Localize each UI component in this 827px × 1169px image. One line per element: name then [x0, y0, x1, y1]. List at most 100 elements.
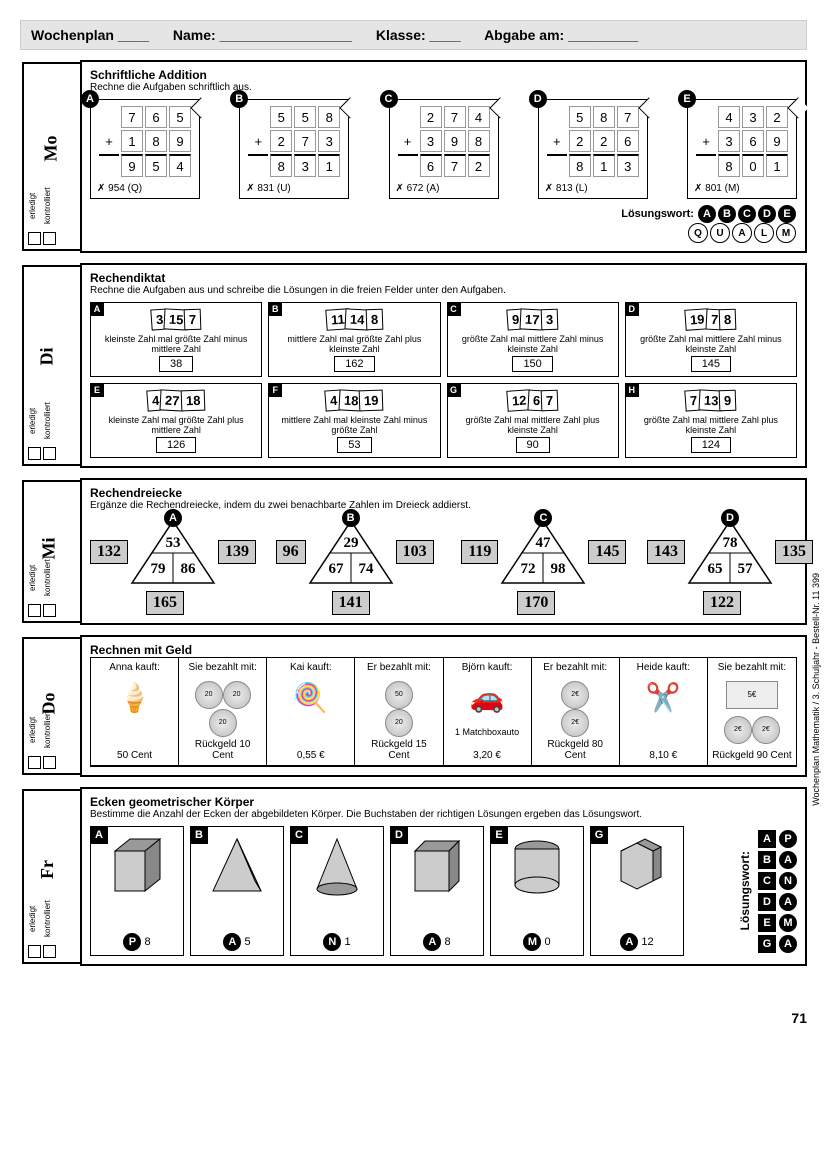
shape-answer: A 5: [191, 933, 283, 951]
svg-text:29: 29: [343, 535, 358, 551]
triangle-icon: 29 67 74: [306, 517, 396, 587]
hdr-wochenplan[interactable]: Wochenplan ____: [31, 27, 149, 43]
page-header: Wochenplan ____ Name: _________________ …: [20, 20, 807, 50]
check-box[interactable]: [43, 756, 56, 769]
answer-badge: P: [123, 933, 141, 951]
answer-box[interactable]: 162: [334, 356, 374, 372]
check-kontrolliert-box[interactable]: [43, 232, 56, 245]
card-rule: größte Zahl mal mittlere Zahl minus klei…: [452, 334, 614, 354]
check-box[interactable]: [28, 756, 41, 769]
number-cards: 3157: [95, 309, 257, 330]
check-label: kontrolliert: [43, 706, 52, 754]
sol-letter: Q: [688, 223, 708, 243]
card-tag: C: [447, 302, 461, 316]
sol-sq: C: [758, 872, 776, 890]
triangle-icon: 47 72 98: [498, 517, 588, 587]
mi-title: Rechendreiecke: [90, 486, 797, 500]
answer-key: ✗ 813 (L): [545, 183, 641, 194]
worksheet-page: Wochenplan ____ Name: _________________ …: [20, 20, 807, 1006]
check-label: erledigt: [28, 706, 37, 754]
mo-title: Schriftliche Addition: [90, 68, 797, 82]
loesungswort-row: Lösungswort: ABCDE QUALM: [90, 205, 797, 243]
card-rule: kleinste Zahl mal größte Zahl minus mitt…: [95, 334, 257, 354]
tri-bottom: 122: [703, 591, 741, 615]
check-box[interactable]: [28, 604, 41, 617]
check-box[interactable]: [43, 945, 56, 958]
answer-box[interactable]: 38: [159, 356, 193, 372]
do-header: Anna kauft:: [91, 658, 179, 677]
di-grid: A 3157 kleinste Zahl mal größte Zahl min…: [90, 302, 797, 458]
tri-right: 145: [588, 540, 626, 564]
answer-badge: A: [620, 933, 638, 951]
check-label: kontrolliert: [43, 554, 52, 602]
fr-shape-card: G A 12: [590, 826, 684, 956]
svg-text:86: 86: [181, 561, 197, 577]
answer-badge: N: [323, 933, 341, 951]
check-erledigt-box[interactable]: [28, 232, 41, 245]
day-tab-do: Do erledigt kontrolliert: [22, 637, 80, 775]
do-cell: 🚗1 Matchboxauto3,20 €: [444, 677, 532, 766]
sol-letter: M: [776, 223, 796, 243]
fr-shape-card: D A 8: [390, 826, 484, 956]
answer-box[interactable]: 124: [691, 437, 731, 453]
number-cards: 7139: [630, 390, 792, 411]
answer-box[interactable]: 126: [156, 437, 196, 453]
answer-box[interactable]: 145: [691, 356, 731, 372]
hdr-klasse[interactable]: Klasse: ____: [376, 27, 461, 43]
svg-text:67: 67: [328, 561, 344, 577]
do-footer: Rückgeld 80 Cent: [536, 739, 615, 761]
addition-card: C 274+398672 ✗ 672 (A): [389, 99, 499, 199]
day-tab-mi: Mi erledigt kontrolliert: [22, 480, 80, 623]
digit-grid: 587+226813: [545, 104, 641, 179]
do-header: Er bezahlt mit:: [355, 658, 443, 677]
svg-text:57: 57: [737, 561, 753, 577]
triangle-icon: 53 79 86: [128, 517, 218, 587]
page-number: 71: [791, 1010, 807, 1026]
do-cell: 2€2€Rückgeld 80 Cent: [532, 677, 620, 766]
answer-box[interactable]: 150: [512, 356, 552, 372]
tri-right: 103: [396, 540, 434, 564]
tri-badge: B: [342, 509, 360, 527]
do-cell: 🍭0,55 €: [267, 677, 355, 766]
check-box[interactable]: [28, 447, 41, 460]
card-badge: C: [380, 90, 398, 108]
check-box[interactable]: [28, 945, 41, 958]
do-title: Rechnen mit Geld: [90, 643, 797, 657]
card-rule: größte Zahl mal mittlere Zahl plus klein…: [452, 415, 614, 435]
hdr-abgabe[interactable]: Abgabe am: _________: [484, 27, 638, 43]
shape-answer: P 8: [91, 933, 183, 951]
svg-text:98: 98: [551, 561, 566, 577]
card-tag: E: [90, 383, 104, 397]
card-rule: größte Zahl mal mittlere Zahl plus klein…: [630, 415, 792, 435]
hdr-name[interactable]: Name: _________________: [173, 27, 352, 43]
check-box[interactable]: [43, 447, 56, 460]
fr-shape-card: B A 5: [190, 826, 284, 956]
sol-badge: E: [778, 205, 796, 223]
tri-badge: C: [534, 509, 552, 527]
di-card: F 41819 mittlere Zahl mal kleinste Zahl …: [268, 383, 440, 458]
section-di: Di erledigt kontrolliert Rechendiktat Re…: [80, 263, 807, 468]
check-label: erledigt: [28, 554, 37, 602]
card-tag: B: [268, 302, 282, 316]
sol-badge: A: [698, 205, 716, 223]
answer-badge: A: [423, 933, 441, 951]
answer-badge: A: [223, 933, 241, 951]
sol-badge: P: [779, 830, 797, 848]
card-tag: C: [290, 826, 308, 844]
tri-badge: D: [721, 509, 739, 527]
shape-answer: M 0: [491, 933, 583, 951]
shape-answer: A 8: [391, 933, 483, 951]
sol-badge: C: [738, 205, 756, 223]
fr-shape-card: A P 8: [90, 826, 184, 956]
side-note: Wochenplan Mathematik / 3. Schuljahr - B…: [811, 573, 821, 806]
answer-box[interactable]: 90: [516, 437, 550, 453]
section-fr: Fr erledigt kontrolliert Ecken geometris…: [80, 787, 807, 966]
answer-box[interactable]: 53: [337, 437, 371, 453]
digit-grid: 274+398672: [396, 104, 492, 179]
answer-key: ✗ 954 (Q): [97, 183, 193, 194]
digit-grid: 765+189954: [97, 104, 193, 179]
section-mo: Mo erledigt kontrolliert Schriftliche Ad…: [80, 60, 807, 253]
tri-right: 139: [218, 540, 256, 564]
check-box[interactable]: [43, 604, 56, 617]
do-cell: ✂️8,10 €: [620, 677, 708, 766]
